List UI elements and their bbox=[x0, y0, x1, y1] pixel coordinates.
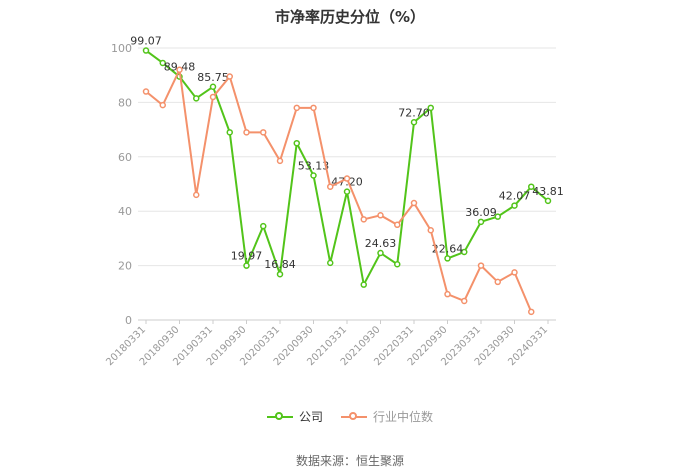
data-point-company bbox=[444, 255, 451, 262]
data-point-industry-median bbox=[410, 199, 418, 207]
data-point-industry-median bbox=[377, 212, 384, 219]
data-point-industry-median bbox=[159, 101, 166, 109]
data-point-industry-median bbox=[444, 290, 451, 298]
data-label: 36.09 bbox=[465, 206, 497, 219]
data-point-industry-median bbox=[276, 157, 284, 165]
data-point-company bbox=[159, 59, 166, 67]
data-point-industry-median bbox=[461, 297, 468, 305]
data-point-company bbox=[410, 119, 418, 126]
data-point-company bbox=[193, 95, 200, 102]
data-label: 53.13 bbox=[298, 159, 330, 172]
y-tick-label: 100 bbox=[111, 42, 132, 55]
data-point-company bbox=[528, 183, 535, 190]
y-tick-label: 60 bbox=[118, 151, 132, 164]
data-point-company bbox=[209, 83, 217, 91]
series-line-industry-median bbox=[145, 66, 533, 313]
data-point-industry-median bbox=[343, 175, 351, 182]
legend-item-industry-median[interactable]: 行业中位数 bbox=[341, 408, 433, 425]
data-point-company bbox=[327, 259, 334, 267]
data-label: 42.07 bbox=[499, 190, 531, 203]
data-point-industry-median bbox=[176, 66, 183, 74]
data-point-industry-median bbox=[327, 183, 334, 190]
series-line-company bbox=[145, 49, 549, 288]
y-tick-label: 80 bbox=[118, 96, 132, 109]
data-point-industry-median bbox=[528, 308, 535, 316]
data-point-industry-median bbox=[293, 104, 300, 112]
data-point-industry-median bbox=[260, 129, 267, 136]
data-point-company bbox=[260, 222, 267, 230]
data-point-industry-median bbox=[226, 73, 233, 80]
data-point-company bbox=[494, 213, 501, 220]
data-point-company bbox=[243, 262, 250, 269]
data-label: 19.97 bbox=[231, 250, 263, 263]
data-label: 72.70 bbox=[398, 106, 430, 119]
data-label: 99.07 bbox=[130, 35, 162, 48]
data-point-industry-median bbox=[394, 221, 401, 229]
data-label: 16.84 bbox=[264, 258, 296, 271]
data-point-industry-median bbox=[310, 104, 317, 112]
data-point-industry-median bbox=[193, 191, 200, 199]
data-point-industry-median bbox=[477, 262, 485, 269]
data-point-industry-median bbox=[142, 88, 150, 95]
data-point-company bbox=[461, 248, 468, 256]
data-label: 47.20 bbox=[331, 176, 363, 189]
y-tick-label: 20 bbox=[118, 260, 132, 273]
data-point-company bbox=[511, 202, 518, 209]
data-point-company bbox=[394, 260, 401, 268]
data-point-company bbox=[544, 197, 552, 205]
y-tick-label: 0 bbox=[125, 314, 132, 327]
data-point-industry-median bbox=[494, 278, 501, 286]
data-point-company bbox=[477, 218, 485, 226]
data-label: 22.64 bbox=[432, 242, 464, 255]
data-point-company bbox=[142, 47, 150, 54]
data-label: 24.63 bbox=[365, 237, 397, 250]
data-point-company bbox=[360, 281, 367, 288]
data-point-company bbox=[226, 129, 233, 136]
chart-title: 市净率历史分位（%） bbox=[274, 8, 426, 26]
data-point-company bbox=[310, 172, 317, 179]
legend: 公司 行业中位数 bbox=[0, 408, 700, 425]
data-point-industry-median bbox=[243, 129, 250, 136]
legend-label: 行业中位数 bbox=[373, 410, 434, 424]
data-point-company bbox=[293, 139, 300, 147]
data-label: 85.75 bbox=[197, 71, 229, 84]
data-point-company bbox=[377, 249, 384, 257]
data-point-company bbox=[276, 270, 284, 278]
data-point-company bbox=[343, 188, 351, 195]
data-label: 43.81 bbox=[532, 185, 564, 198]
data-point-industry-median bbox=[209, 93, 217, 101]
chart-plot: 0204060801002018033120180930201903312019… bbox=[104, 35, 564, 369]
data-point-industry-median bbox=[360, 216, 367, 223]
data-point-industry-median bbox=[427, 226, 434, 234]
legend-item-company[interactable]: 公司 bbox=[266, 408, 323, 425]
y-tick-label: 40 bbox=[118, 205, 132, 218]
legend-label: 公司 bbox=[298, 410, 323, 424]
legend-swatch bbox=[266, 410, 293, 424]
data-point-industry-median bbox=[511, 269, 518, 276]
data-source: 数据来源：恒生聚源 bbox=[295, 454, 404, 468]
legend-swatch bbox=[341, 410, 367, 424]
data-point-company bbox=[427, 104, 434, 112]
